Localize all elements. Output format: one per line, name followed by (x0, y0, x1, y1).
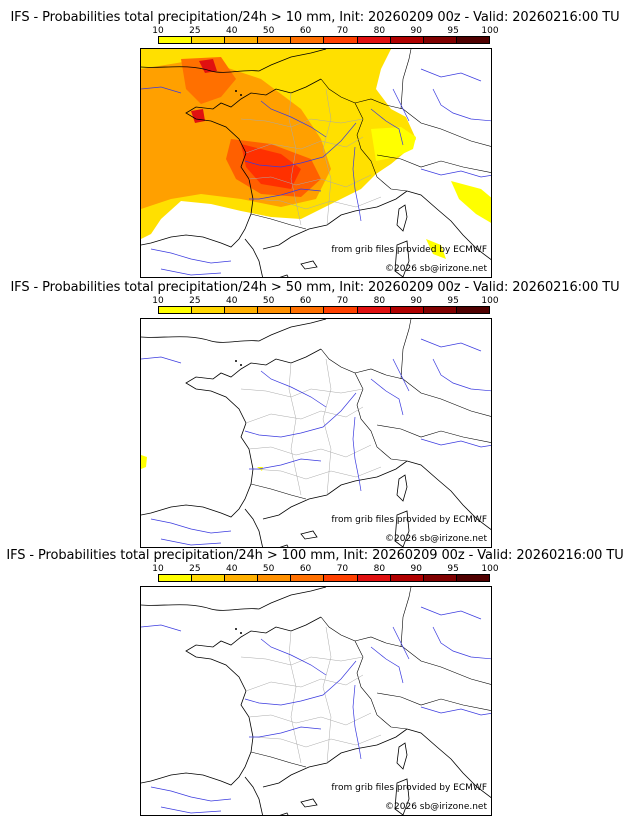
colorbar-tick-label: 70 (336, 564, 349, 574)
colorbar-tick-label: 100 (481, 564, 499, 574)
colorbar-ticks: 10 25 40 50 60 70 80 90 95 100 (141, 564, 498, 574)
colorbar-tick-label: 95 (447, 26, 459, 36)
colorbar-segment (291, 37, 325, 43)
colorbar-tick-label: 90 (410, 296, 422, 306)
precip-area-veryhigh-2 (199, 59, 217, 73)
colorbar-tick-label: 25 (189, 564, 201, 574)
precip-area-high (181, 57, 236, 104)
colorbar-tick-label: 60 (299, 564, 312, 574)
colorbar-segment (357, 575, 391, 581)
colorbar-tick-label: 90 (410, 26, 422, 36)
panel-title: IFS - Probabilities total precipitation/… (10, 10, 620, 25)
colorbar-tick-label: 70 (336, 26, 349, 36)
colorbar (158, 574, 490, 582)
colorbar-tick-label: 100 (481, 26, 499, 36)
colorbar-segment (357, 307, 391, 313)
probability-map: from grib files provided by ECMWF ©2026 … (140, 48, 492, 278)
colorbar (158, 306, 490, 314)
colorbar-segment (159, 37, 193, 43)
colorbar-segment (159, 575, 193, 581)
credit-copyright: ©2026 sb@irizone.net (385, 264, 487, 274)
colorbar-tick-label: 60 (299, 296, 312, 306)
colorbar-tick-label: 95 (447, 564, 459, 574)
colorbar-segment (423, 37, 457, 43)
colorbar-segment (258, 37, 292, 43)
precip-area-low (141, 455, 147, 469)
credit-source: from grib files provided by ECMWF (331, 515, 487, 525)
colorbar-segment (225, 307, 259, 313)
credit-copyright: ©2026 sb@irizone.net (385, 534, 487, 544)
colorbar-segment (423, 575, 457, 581)
colorbar-tick-label: 40 (226, 26, 238, 36)
colorbar-ticks: 10 25 40 50 60 70 80 90 95 100 (141, 296, 498, 306)
colorbar-segment (258, 307, 292, 313)
colorbar-segment (390, 575, 424, 581)
colorbar-tick-label: 40 (226, 564, 238, 574)
colorbar-tick-label: 95 (447, 296, 459, 306)
colorbar (158, 36, 490, 44)
colorbar-tick-label: 10 (152, 26, 164, 36)
colorbar-segment (291, 307, 325, 313)
colorbar-segment (225, 575, 259, 581)
precip-area-south-patch (426, 239, 446, 259)
colorbar-segment (192, 37, 226, 43)
probability-map: from grib files provided by ECMWF ©2026 … (140, 586, 492, 816)
credit-copyright: ©2026 sb@irizone.net (385, 802, 487, 812)
colorbar-segment (324, 575, 358, 581)
colorbar-tick-label: 25 (189, 26, 201, 36)
panel-title: IFS - Probabilities total precipitation/… (10, 280, 620, 295)
colorbar-segment (456, 575, 489, 581)
colorbar-ticks: 10 25 40 50 60 70 80 90 95 100 (141, 26, 498, 36)
credit-source: from grib files provided by ECMWF (331, 245, 487, 255)
colorbar-tick-label: 50 (262, 26, 275, 36)
colorbar-tick-label: 80 (373, 564, 386, 574)
colorbar-tick-label: 60 (299, 26, 312, 36)
colorbar-segment (423, 307, 457, 313)
colorbar-segment (324, 37, 358, 43)
colorbar-tick-label: 10 (152, 564, 164, 574)
colorbar-tick-label: 50 (262, 564, 275, 574)
colorbar-segment (456, 307, 489, 313)
colorbar-tick-label: 40 (226, 296, 238, 306)
colorbar-segment (390, 307, 424, 313)
precip-area-east-patch (451, 181, 491, 223)
precip-area-low-east (371, 127, 416, 161)
colorbar-segment (291, 575, 325, 581)
precip-area-veryhigh (241, 144, 301, 189)
colorbar-segment (357, 37, 391, 43)
panel-title: IFS - Probabilities total precipitation/… (6, 548, 624, 563)
colorbar-tick-label: 25 (189, 296, 201, 306)
colorbar-segment (159, 307, 193, 313)
colorbar-segment (390, 37, 424, 43)
colorbar-tick-label: 10 (152, 296, 164, 306)
colorbar-tick-label: 90 (410, 564, 422, 574)
colorbar-segment (258, 575, 292, 581)
colorbar-tick-label: 100 (481, 296, 499, 306)
credit-source: from grib files provided by ECMWF (331, 783, 487, 793)
colorbar-tick-label: 80 (373, 296, 386, 306)
probability-map: from grib files provided by ECMWF ©2026 … (140, 318, 492, 548)
colorbar-segment (225, 37, 259, 43)
colorbar-segment (192, 575, 226, 581)
colorbar-segment (192, 307, 226, 313)
colorbar-segment (456, 37, 489, 43)
colorbar-tick-label: 50 (262, 296, 275, 306)
colorbar-tick-label: 70 (336, 296, 349, 306)
colorbar-tick-label: 80 (373, 26, 386, 36)
colorbar-segment (324, 307, 358, 313)
